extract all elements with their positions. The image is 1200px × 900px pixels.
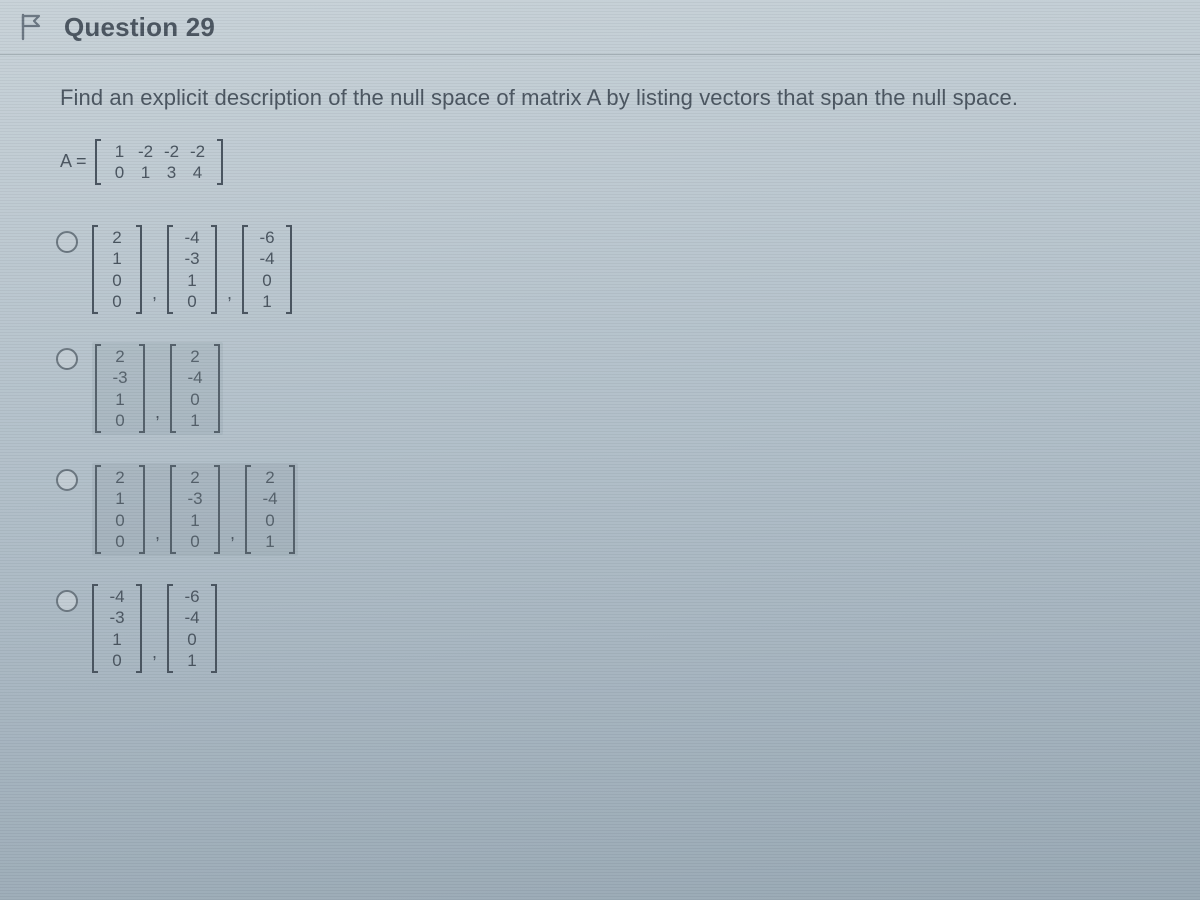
column-vector: -4-310 bbox=[92, 584, 142, 673]
answer-options: 2100,-4-310,-6-4012-310,2-4012100,2-310,… bbox=[56, 225, 1174, 673]
matrix-cell: 1 bbox=[107, 141, 133, 162]
vector-cell: -6 bbox=[254, 227, 280, 248]
matrix-A: 1-2-2-20134 bbox=[95, 139, 223, 186]
vector-set: 2100,-4-310,-6-401 bbox=[92, 225, 292, 314]
radio-button[interactable] bbox=[56, 348, 78, 370]
matrix-cell: 0 bbox=[107, 162, 133, 183]
vector-cell: 0 bbox=[107, 410, 133, 431]
matrix-cell: -2 bbox=[185, 141, 211, 162]
answer-option[interactable]: 2100,-4-310,-6-401 bbox=[56, 225, 1174, 314]
column-vector: 2-401 bbox=[245, 465, 295, 554]
vector-cell: 0 bbox=[257, 510, 283, 531]
vector-set: 2-310,2-401 bbox=[92, 342, 223, 435]
vector-cell: -3 bbox=[104, 607, 130, 628]
vector-cell: 2 bbox=[107, 346, 133, 367]
matrix-cell: -2 bbox=[133, 141, 159, 162]
vector-cell: 0 bbox=[107, 510, 133, 531]
column-vector: -6-401 bbox=[167, 584, 217, 673]
vector-cell: 1 bbox=[107, 389, 133, 410]
matrix-cell: 1 bbox=[133, 162, 159, 183]
vector-cell: -3 bbox=[182, 488, 208, 509]
vector-cell: 1 bbox=[182, 510, 208, 531]
separator: , bbox=[150, 642, 159, 673]
answer-option[interactable]: -4-310,-6-401 bbox=[56, 584, 1174, 673]
vector-cell: 0 bbox=[104, 270, 130, 291]
matrix-cell: 3 bbox=[159, 162, 185, 183]
separator: , bbox=[153, 402, 162, 433]
vector-cell: 1 bbox=[179, 650, 205, 671]
vector-cell: -4 bbox=[179, 607, 205, 628]
vector-cell: 1 bbox=[179, 270, 205, 291]
vector-cell: -3 bbox=[107, 367, 133, 388]
vector-cell: 0 bbox=[179, 629, 205, 650]
separator: , bbox=[228, 523, 237, 554]
vector-cell: -4 bbox=[104, 586, 130, 607]
question-title: Question 29 bbox=[64, 12, 215, 43]
question-header: Question 29 bbox=[0, 0, 1200, 50]
matrix-definition: A = 1-2-2-20134 bbox=[60, 139, 1174, 186]
question-body: Find an explicit description of the null… bbox=[0, 55, 1200, 697]
flag-icon[interactable] bbox=[14, 10, 48, 44]
separator: , bbox=[225, 283, 234, 314]
column-vector: 2100 bbox=[92, 225, 142, 314]
vector-set: 2100,2-310,2-401 bbox=[92, 463, 298, 556]
column-vector: 2-310 bbox=[95, 344, 145, 433]
matrix-cell: 4 bbox=[185, 162, 211, 183]
vector-cell: 1 bbox=[104, 248, 130, 269]
column-vector: -6-401 bbox=[242, 225, 292, 314]
vector-cell: 0 bbox=[104, 650, 130, 671]
vector-cell: 2 bbox=[107, 467, 133, 488]
separator: , bbox=[150, 283, 159, 314]
radio-button[interactable] bbox=[56, 590, 78, 612]
vector-cell: 2 bbox=[182, 346, 208, 367]
separator: , bbox=[153, 523, 162, 554]
column-vector: -4-310 bbox=[167, 225, 217, 314]
vector-cell: 1 bbox=[182, 410, 208, 431]
vector-cell: 0 bbox=[254, 270, 280, 291]
vector-cell: -4 bbox=[182, 367, 208, 388]
column-vector: 2-310 bbox=[170, 465, 220, 554]
vector-cell: 2 bbox=[257, 467, 283, 488]
vector-cell: 1 bbox=[107, 488, 133, 509]
vector-cell: 0 bbox=[107, 531, 133, 552]
radio-button[interactable] bbox=[56, 469, 78, 491]
matrix-lhs: A = bbox=[60, 151, 87, 172]
vector-cell: 0 bbox=[182, 531, 208, 552]
column-vector: 2100 bbox=[95, 465, 145, 554]
vector-set: -4-310,-6-401 bbox=[92, 584, 217, 673]
question-prompt: Find an explicit description of the null… bbox=[60, 83, 1174, 113]
answer-option[interactable]: 2-310,2-401 bbox=[56, 342, 1174, 435]
vector-cell: 2 bbox=[104, 227, 130, 248]
matrix-cell: -2 bbox=[159, 141, 185, 162]
vector-cell: 1 bbox=[257, 531, 283, 552]
vector-cell: -6 bbox=[179, 586, 205, 607]
vector-cell: -4 bbox=[179, 227, 205, 248]
vector-cell: 0 bbox=[179, 291, 205, 312]
vector-cell: -4 bbox=[254, 248, 280, 269]
vector-cell: 1 bbox=[104, 629, 130, 650]
column-vector: 2-401 bbox=[170, 344, 220, 433]
vector-cell: 0 bbox=[104, 291, 130, 312]
vector-cell: -3 bbox=[179, 248, 205, 269]
vector-cell: 2 bbox=[182, 467, 208, 488]
vector-cell: 0 bbox=[182, 389, 208, 410]
vector-cell: 1 bbox=[254, 291, 280, 312]
answer-option[interactable]: 2100,2-310,2-401 bbox=[56, 463, 1174, 556]
radio-button[interactable] bbox=[56, 231, 78, 253]
vector-cell: -4 bbox=[257, 488, 283, 509]
